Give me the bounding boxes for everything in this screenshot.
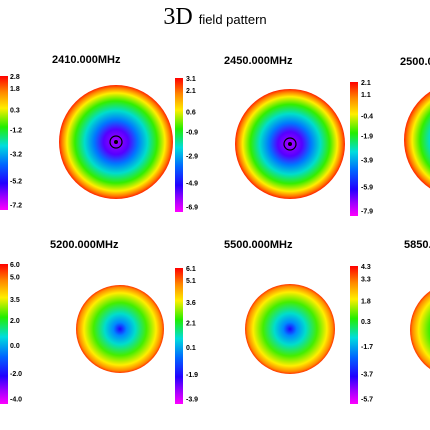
- pattern-disk: [410, 291, 430, 369]
- scale-tick-label: 1.8: [361, 299, 371, 306]
- panel-title: 2450.000MHz: [224, 55, 293, 67]
- scale-tick-label: 1.8: [10, 86, 20, 93]
- scale-tick-label: 4.3: [361, 264, 371, 271]
- pattern-panel: 3.1 2.1 0.6 -0.9 -2.9 -4.9 -6.9 2410.000MHz: [52, 54, 198, 212]
- color-scale-bar: [0, 264, 8, 404]
- pattern-panel: 6.1 5.1 3.6 2.1 0.1 -1.9 -3.9 5200.000MHz: [50, 239, 198, 404]
- scale-tick-label: 1.1: [361, 92, 371, 99]
- scale-tick-label: -1.2: [10, 128, 22, 135]
- panel-title: 5500.000MHz: [224, 239, 293, 251]
- scale-tick-label: -3.2: [10, 152, 22, 159]
- scale-tick-label: -2.9: [186, 154, 198, 161]
- pattern-null-ring: [283, 137, 297, 151]
- pattern-panel: 2.1 1.1 -0.4 -1.9 -3.9 -5.9 -7.9 2450.000MHz: [224, 55, 373, 216]
- scale-tick-label: 0.1: [186, 345, 196, 352]
- scale-tick-label: 3.5: [10, 297, 20, 304]
- panel-title: 5200.000MHz: [50, 239, 119, 251]
- pattern-null-ring: [109, 135, 123, 149]
- scale-tick-label: 0.3: [10, 108, 20, 115]
- scale-tick-label: -5.2: [10, 179, 22, 186]
- scale-tick-label: -7.2: [10, 203, 22, 210]
- pattern-panel: 6.0 5.0 3.5 2.0 0.0 -2.0 -4.0 5850.000MHz: [0, 239, 430, 404]
- scale-tick-label: 3.3: [361, 276, 371, 283]
- scale-tick-label: -5.9: [361, 185, 373, 192]
- scale-tick-label: 3.1: [186, 76, 196, 83]
- scale-tick-label: -7.9: [361, 209, 373, 216]
- scale-tick-label: 2.1: [186, 320, 196, 327]
- scale-tick-label: -0.9: [186, 130, 198, 137]
- pattern-null-center: [114, 140, 118, 144]
- scale-tick-label: -2.0: [10, 371, 22, 378]
- scale-tick-label: 2.8: [10, 74, 20, 81]
- scale-tick-label: -4.9: [186, 181, 198, 188]
- scale-tick-label: 5.1: [186, 278, 196, 285]
- scale-tick-label: -3.7: [361, 372, 373, 379]
- pattern-null-center: [288, 142, 292, 146]
- pattern-panel: 4.3 3.3 1.8 0.3 -1.7 -3.7 -5.7 5500.000MHz: [224, 239, 373, 404]
- scale-tick-label: -0.4: [361, 114, 373, 121]
- page-title: 3D field pattern: [0, 4, 430, 31]
- scale-tick-label: 2.1: [361, 80, 371, 87]
- color-scale-bar: [0, 76, 8, 210]
- color-scale-bar: [350, 82, 358, 216]
- pattern-panel: 2.8 1.8 0.3 -1.2 -3.2 -5.2 -7.2 2500.000MHz: [0, 56, 430, 210]
- scale-tick-label: -3.9: [186, 397, 198, 404]
- scale-tick-label: -1.7: [361, 344, 373, 351]
- scale-tick-label: -3.9: [361, 158, 373, 165]
- scale-tick-label: 2.1: [186, 88, 196, 95]
- panel-title: 2500.000MHz: [400, 56, 430, 68]
- scale-tick-label: 0.0: [10, 343, 20, 350]
- scale-tick-label: 6.1: [186, 266, 196, 273]
- scale-tick-label: -1.9: [361, 134, 373, 141]
- scale-tick-label: 0.6: [186, 110, 196, 117]
- scale-tick-label: -1.9: [186, 372, 198, 379]
- page-title-main: 3D: [163, 4, 193, 30]
- scale-tick-label: -4.0: [10, 396, 22, 403]
- scale-tick-label: 6.0: [10, 262, 20, 269]
- color-scale-bar: [175, 268, 183, 404]
- scale-tick-label: -6.9: [186, 205, 198, 212]
- color-scale-bar: [175, 78, 183, 212]
- pattern-disk: [76, 285, 164, 373]
- scale-tick-label: 2.0: [10, 318, 20, 325]
- page-title-sub: field pattern: [198, 12, 267, 27]
- scale-tick-label: 0.3: [361, 319, 371, 326]
- panel-title: 2410.000MHz: [52, 54, 121, 66]
- scale-tick-label: 3.6: [186, 300, 196, 307]
- panel-title: 5850.000MHz: [404, 239, 430, 251]
- pattern-disk: [245, 284, 335, 374]
- scale-tick-label: 5.0: [10, 275, 20, 282]
- scale-tick-label: -5.7: [361, 396, 373, 403]
- color-scale-bar: [350, 266, 358, 404]
- pattern-disk: [404, 91, 430, 189]
